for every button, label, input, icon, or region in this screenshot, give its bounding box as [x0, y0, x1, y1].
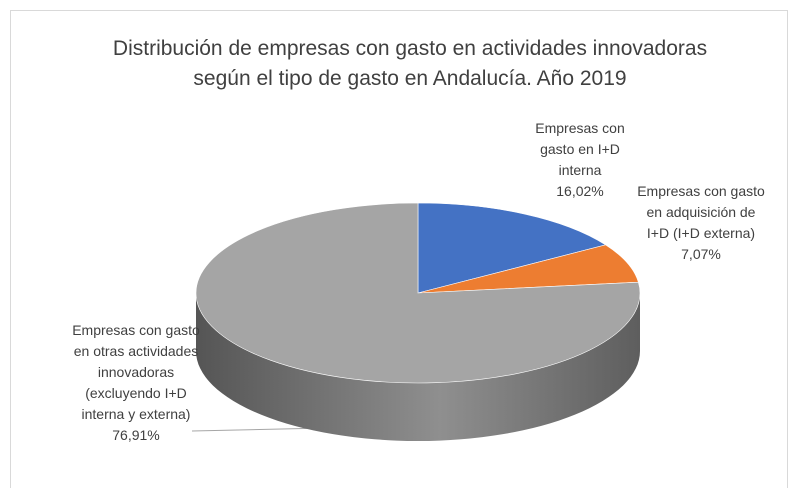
chart-title: Distribución de empresas con gasto en ac… [112, 37, 708, 90]
chart-frame [10, 10, 788, 488]
data-label: Empresas con gasto en otras actividades … [72, 320, 200, 446]
label-category: Empresas con gasto en I+D interna [535, 120, 625, 178]
data-label: Empresas con gasto en adquisición de I+D… [637, 181, 765, 265]
data-label: Empresas con gasto en I+D interna 16,02% [530, 118, 630, 202]
label-value: 76,91% [112, 427, 160, 443]
slice [195, 202, 641, 384]
slice [417, 202, 607, 294]
slice-side [196, 293, 640, 441]
label-category: Empresas con gasto en adquisición de I+D… [637, 183, 765, 241]
label-value: 16,02% [556, 183, 604, 199]
label-category: Empresas con gasto en otras actividades … [72, 322, 200, 422]
label-value: 7,07% [681, 246, 721, 262]
